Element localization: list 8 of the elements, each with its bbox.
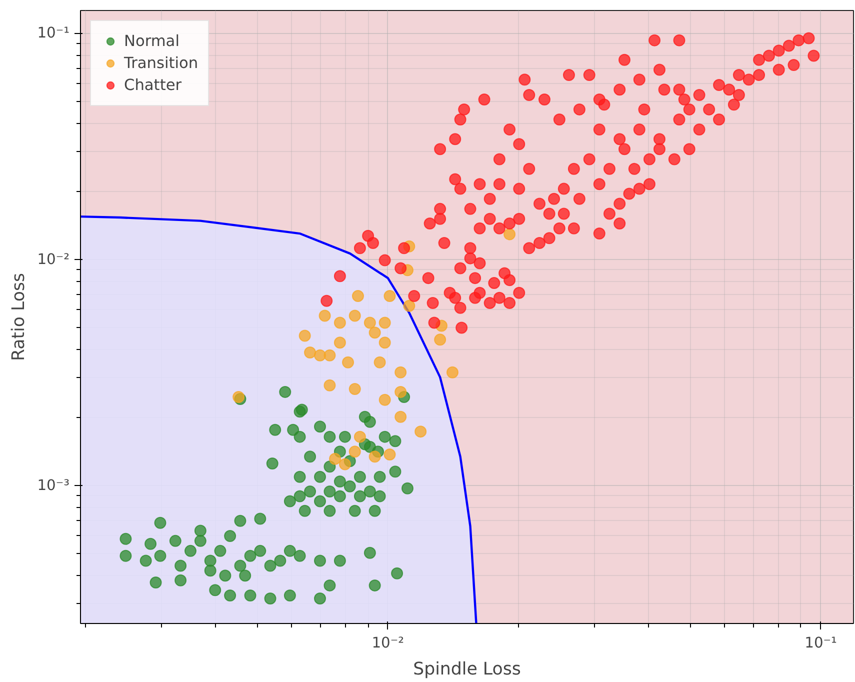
y-axis-title: Ratio Loss — [9, 272, 30, 361]
y-tick-label: 10⁻¹ — [37, 24, 70, 42]
y-tick-label: 10⁻³ — [37, 476, 70, 494]
x-axis-title: Spindle Loss — [413, 660, 521, 680]
y-tick-label: 10⁻² — [37, 250, 70, 268]
legend-label: Transition — [124, 54, 198, 72]
legend-label: Normal — [124, 32, 180, 50]
legend-label: Chatter — [124, 76, 182, 94]
